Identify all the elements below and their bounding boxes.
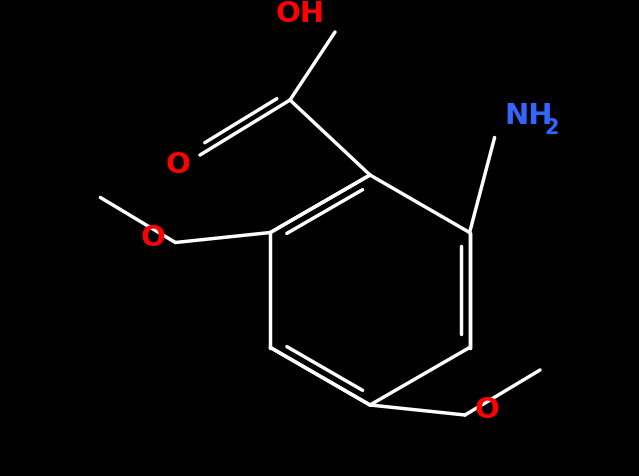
Text: NH: NH	[505, 101, 553, 129]
Text: OH: OH	[275, 0, 325, 28]
Text: O: O	[475, 396, 500, 424]
Text: O: O	[141, 224, 166, 251]
Text: O: O	[166, 151, 190, 179]
Text: 2: 2	[544, 118, 559, 138]
